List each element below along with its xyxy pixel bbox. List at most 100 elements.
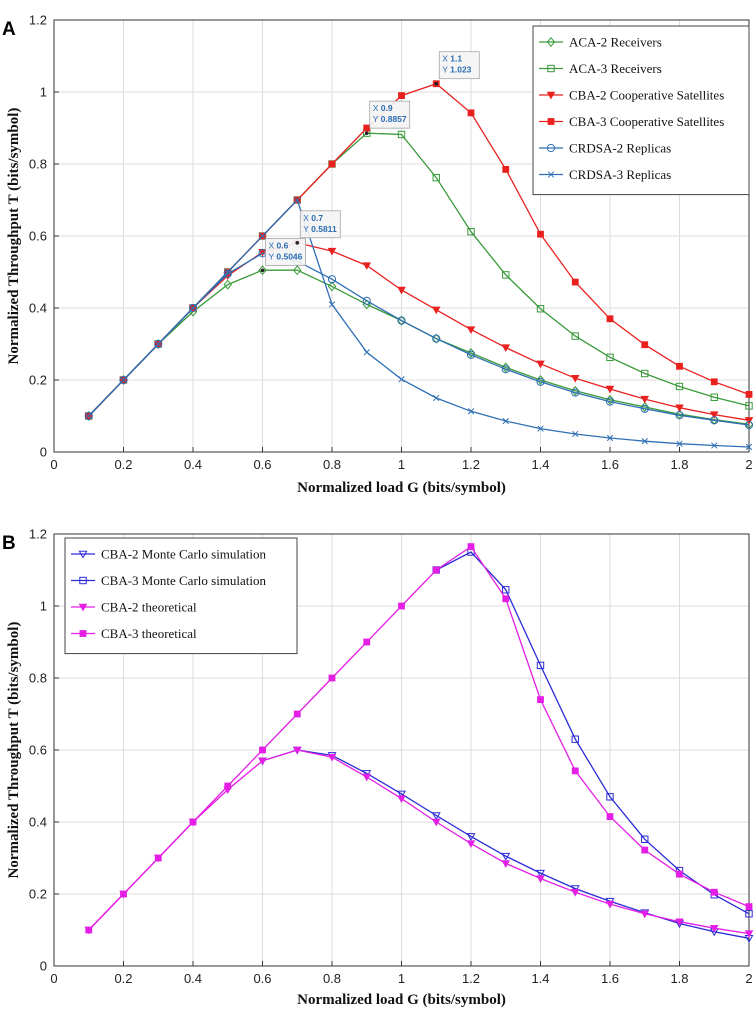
legend-entry: CBA-2 Monte Carlo simulation bbox=[71, 547, 267, 562]
x-tick-label: 1.4 bbox=[531, 971, 549, 986]
data-point-shape bbox=[189, 818, 197, 826]
plot-area-frame bbox=[53, 533, 750, 967]
data-point-shape bbox=[466, 350, 476, 359]
x-tick-label: 1.2 bbox=[462, 457, 480, 472]
data-point bbox=[467, 227, 475, 236]
x-tick-label: 1.8 bbox=[670, 971, 688, 986]
data-point-shape bbox=[432, 566, 440, 574]
legend-marker-shape bbox=[547, 64, 555, 73]
data-point bbox=[84, 411, 93, 421]
data-point-shape bbox=[676, 362, 683, 370]
data-point bbox=[120, 890, 127, 898]
data-point bbox=[466, 833, 476, 842]
data-point-stroke-b bbox=[85, 412, 92, 420]
x-tick-label: 0.2 bbox=[114, 971, 132, 986]
data-point bbox=[467, 408, 475, 415]
data-point bbox=[536, 360, 545, 369]
series-crdsa-3-replicas bbox=[85, 196, 753, 451]
data-point bbox=[363, 349, 370, 356]
data-point bbox=[536, 377, 545, 386]
data-point-shape bbox=[397, 316, 406, 325]
data-point bbox=[502, 595, 510, 603]
legend-entry: CRDSA-3 Replicas bbox=[539, 167, 671, 182]
data-point bbox=[537, 696, 544, 703]
legend-label: CBA-3 Cooperative Satellites bbox=[569, 114, 724, 129]
legend-marker-stroke-b bbox=[547, 171, 555, 178]
x-tick-label: 1 bbox=[398, 457, 405, 472]
series-aca-2-receivers bbox=[84, 265, 754, 430]
data-point-shape bbox=[745, 390, 753, 398]
data-point-stroke-b bbox=[224, 268, 231, 276]
data-point-shape bbox=[223, 279, 233, 290]
data-point bbox=[640, 395, 650, 404]
data-point-shape bbox=[745, 402, 753, 410]
series-cba-2-monte-carlo-simulation bbox=[258, 746, 754, 943]
datatip-x: X 0.6 bbox=[269, 240, 289, 250]
y-tick-label: 0 bbox=[40, 959, 47, 974]
data-point-shape bbox=[536, 305, 545, 313]
legend-marker-shape bbox=[79, 576, 87, 585]
datatip-x-key: X bbox=[303, 213, 311, 223]
data-point-shape bbox=[467, 109, 475, 117]
data-point bbox=[398, 92, 405, 99]
data-point bbox=[501, 852, 511, 861]
data-point bbox=[571, 767, 579, 775]
data-point-shape bbox=[606, 793, 614, 801]
legend-marker bbox=[546, 37, 556, 47]
y-tick-label: 0.8 bbox=[29, 157, 47, 172]
series-line bbox=[88, 242, 750, 421]
datatip-y-key: Y bbox=[303, 224, 311, 234]
legend-marker bbox=[78, 550, 88, 559]
y-tick-label: 0.8 bbox=[29, 671, 47, 686]
data-point bbox=[676, 440, 683, 447]
data-point bbox=[570, 889, 580, 897]
data-point bbox=[640, 404, 649, 413]
data-point bbox=[328, 674, 336, 682]
data-point bbox=[327, 275, 337, 284]
legend-label: ACA-3 Receivers bbox=[569, 61, 662, 76]
datatip-anchor bbox=[364, 131, 369, 135]
datatip-y: Y 0.5046 bbox=[269, 251, 303, 261]
data-point-shape bbox=[640, 404, 649, 413]
datatip-y: Y 0.5811 bbox=[303, 224, 337, 234]
series-cba-2-theoretical bbox=[84, 746, 754, 939]
data-point bbox=[363, 124, 371, 132]
data-point bbox=[641, 846, 649, 854]
legend: ACA-2 Receivers ACA-3 Receivers CBA-2 Coop… bbox=[532, 25, 750, 196]
datatip-x-value: 0.7 bbox=[311, 213, 323, 223]
data-point-shape bbox=[536, 875, 545, 883]
data-point-shape bbox=[466, 833, 476, 842]
data-point bbox=[154, 854, 162, 862]
x-tick-label: 1.2 bbox=[462, 971, 480, 986]
series-cba-3-monte-carlo-simulation bbox=[432, 548, 753, 918]
data-point bbox=[745, 903, 753, 910]
data-point-shape bbox=[640, 395, 650, 404]
data-point bbox=[258, 757, 267, 766]
data-point bbox=[641, 835, 649, 843]
data-point-shape bbox=[537, 696, 544, 703]
datatip-y: Y 1.023 bbox=[442, 65, 471, 75]
data-point-shape bbox=[362, 773, 372, 782]
data-point bbox=[571, 735, 579, 743]
legend-marker bbox=[78, 603, 88, 612]
legend-marker-shape bbox=[546, 91, 556, 100]
x-tick-label: 1.8 bbox=[670, 457, 688, 472]
data-point-shape bbox=[84, 411, 93, 421]
datatip-x: X 0.7 bbox=[303, 213, 323, 223]
data-point bbox=[431, 306, 441, 315]
data-point bbox=[571, 332, 579, 340]
legend-marker-shape bbox=[78, 603, 88, 612]
data-point bbox=[292, 265, 302, 276]
series-crdsa-2-replicas bbox=[84, 249, 754, 430]
data-point-shape bbox=[502, 586, 510, 594]
data-point-stroke-b bbox=[363, 349, 370, 356]
legend-marker bbox=[546, 91, 556, 100]
data-point bbox=[502, 165, 510, 173]
series-line bbox=[88, 252, 750, 426]
data-point-shape bbox=[571, 735, 579, 743]
data-point bbox=[466, 350, 476, 359]
legend-label: CBA-2 theoretical bbox=[101, 600, 197, 615]
data-point-shape bbox=[258, 265, 267, 276]
data-point bbox=[292, 746, 302, 755]
data-point-shape bbox=[675, 918, 684, 927]
